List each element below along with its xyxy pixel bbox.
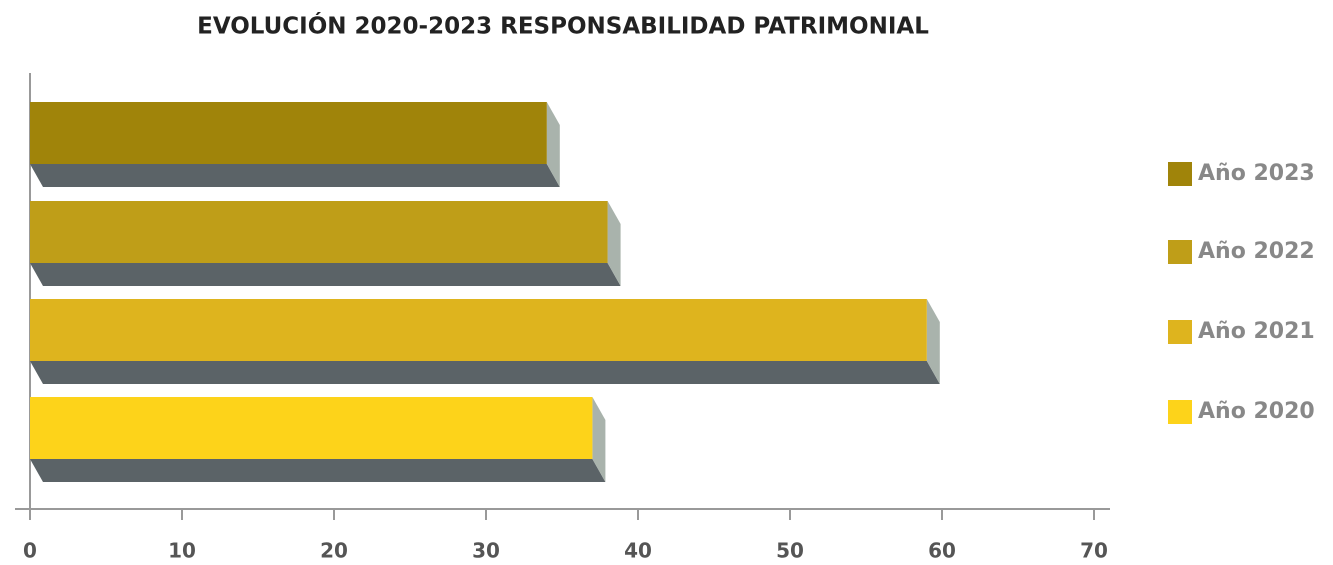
legend-label: Año 2021 [1198,319,1315,344]
x-tick-label: 10 [168,539,196,563]
bar-side [546,102,560,187]
bar-side [592,397,606,482]
legend-swatch [1168,240,1192,264]
bar-bottom [30,361,940,384]
bar-side [607,201,621,286]
bar [30,397,593,459]
x-tick-label: 0 [23,539,37,563]
legend-label: Año 2022 [1198,239,1315,264]
chart-title: EVOLUCIÓN 2020-2023 RESPONSABILIDAD PATR… [197,12,929,40]
bar [30,299,927,361]
x-tick-label: 70 [1080,539,1108,563]
legend-label: Año 2023 [1198,161,1315,186]
bar-bottom [30,164,560,187]
x-tick-label: 60 [928,539,956,563]
bar-side [926,299,940,384]
x-tick-label: 20 [320,539,348,563]
bar [30,201,608,263]
x-tick-label: 40 [624,539,652,563]
x-tick-label: 30 [472,539,500,563]
legend-swatch [1168,400,1192,424]
bar [30,102,547,164]
bar-bottom [30,263,621,286]
legend-swatch [1168,320,1192,344]
legend-swatch [1168,162,1192,186]
bar-bottom [30,459,606,482]
legend-label: Año 2020 [1198,399,1315,424]
x-tick-label: 50 [776,539,804,563]
